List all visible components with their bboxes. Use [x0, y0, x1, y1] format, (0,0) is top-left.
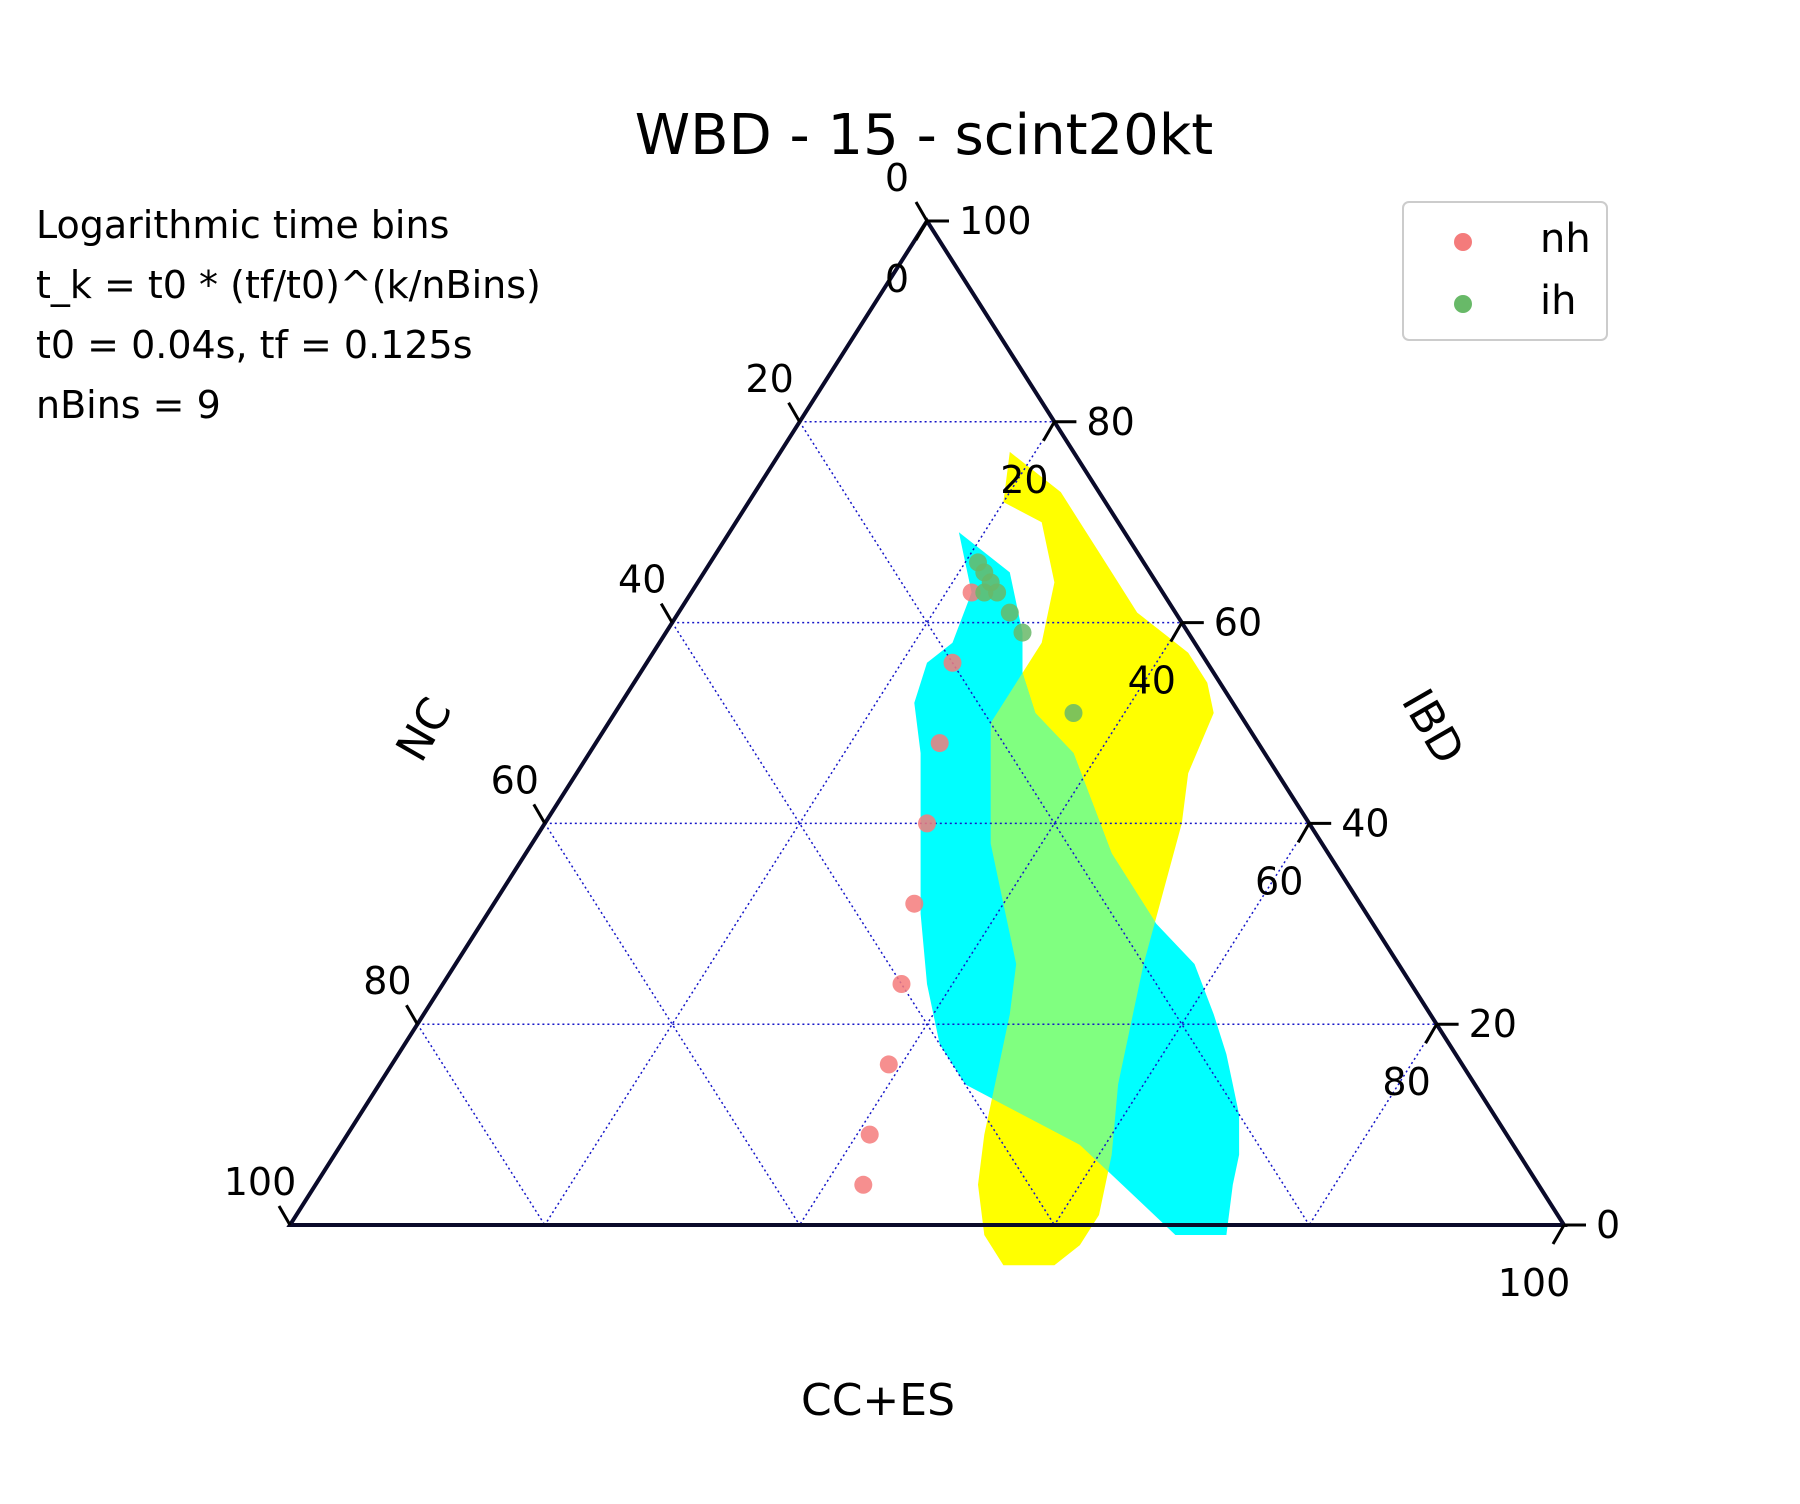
triangle-frame [286, 217, 1568, 1227]
tick-label-cc-es: 20 [1000, 458, 1048, 502]
tick-label-ibd: 60 [1214, 601, 1262, 645]
grid-line-nc [798, 421, 1310, 1226]
tick-label-nc: 80 [363, 959, 411, 1003]
tick-label-cc-es: 60 [1255, 859, 1303, 903]
chart-title: WBD - 15 - scint20kt [635, 103, 1213, 168]
tick-label-nc: 20 [745, 357, 793, 401]
tick-mark-cc-es [914, 220, 929, 241]
tick-label-cc-es: 100 [1498, 1261, 1571, 1305]
tick-label-nc: 40 [618, 558, 666, 602]
tick-mark-cc-es [1424, 1023, 1438, 1044]
tick-mark-cc-es [1169, 621, 1184, 643]
points-layer [854, 553, 1083, 1194]
legend-box [1402, 201, 1608, 341]
data-point-nh [879, 1055, 898, 1074]
axis-label-cc-es: CC+ES [801, 1375, 955, 1426]
tick-label-cc-es: 0 [885, 257, 909, 301]
tick-label-ibd: 80 [1086, 400, 1134, 444]
legend-label-nh: nh [1540, 216, 1591, 262]
data-point-nh [962, 583, 981, 602]
tick-layer: 0 0 0 20 20 20 40 40 40 60 60 60 80 80 80 100 100 100 [224, 156, 1620, 1305]
tick-mark-nc [532, 803, 547, 825]
legend-marker-nh [1454, 233, 1472, 251]
tick-label-cc-es: 40 [1128, 659, 1176, 703]
tick-mark-nc [659, 602, 674, 624]
grid-line-cc-es [1308, 1023, 1438, 1226]
data-point-ih [1000, 603, 1019, 622]
tick-label-ibd: 20 [1469, 1002, 1517, 1046]
grid-line-nc [416, 1023, 546, 1226]
axis-label-nc: NC [386, 689, 462, 770]
annotation-line-1: Logarithmic time bins [36, 203, 449, 247]
legend-marker-ih [1454, 295, 1472, 313]
frame-layer [286, 217, 1568, 1227]
annotation-line-2: t_k = t0 * (tf/t0)^(k/nBins) [36, 263, 541, 307]
tick-label-nc: 100 [224, 1160, 297, 1204]
tick-mark-nc [914, 201, 929, 222]
grid-line-cc-es [1053, 822, 1310, 1226]
tick-label-nc: 0 [885, 156, 909, 200]
data-point-ih [1013, 623, 1032, 642]
legend-label-ih: ih [1540, 278, 1576, 324]
data-point-nh [905, 894, 924, 913]
data-point-ih [1064, 704, 1083, 722]
tick-mark-cc-es [1551, 1224, 1566, 1245]
tick-label-ibd: 40 [1341, 801, 1389, 845]
legend: nh ih [1402, 201, 1608, 341]
data-point-ih [988, 583, 1007, 602]
data-point-nh [854, 1175, 873, 1194]
annotation-line-4: nBins = 9 [36, 383, 221, 427]
annotation-line-3: t0 = 0.04s, tf = 0.125s [36, 323, 473, 367]
tick-label-nc: 60 [491, 758, 539, 802]
region-layer [914, 451, 1240, 1266]
grid-line-cc-es [544, 421, 1056, 1226]
axis-label-ibd: IBD [1391, 681, 1474, 773]
tick-mark-cc-es [1042, 421, 1056, 442]
grid-line-cc-es [798, 622, 1183, 1226]
tick-label-ibd: 100 [959, 199, 1032, 243]
data-point-nh [860, 1125, 879, 1144]
annotation-text: Logarithmic time bins t_k = t0 * (tf/t0)… [36, 203, 541, 427]
tick-mark-nc [277, 1205, 292, 1226]
data-point-nh [918, 814, 936, 833]
data-point-nh [930, 734, 949, 753]
grid-line-nc [544, 822, 801, 1226]
tick-mark-nc [787, 402, 801, 423]
grid-layer [416, 421, 1438, 1226]
tick-label-ibd: 0 [1596, 1203, 1620, 1247]
grid-line-nc [671, 622, 1056, 1226]
tick-mark-cc-es [1296, 822, 1311, 844]
tick-label-cc-es: 80 [1382, 1060, 1430, 1104]
data-point-nh [943, 653, 962, 672]
data-point-nh [892, 975, 911, 993]
tick-mark-nc [405, 1004, 419, 1025]
